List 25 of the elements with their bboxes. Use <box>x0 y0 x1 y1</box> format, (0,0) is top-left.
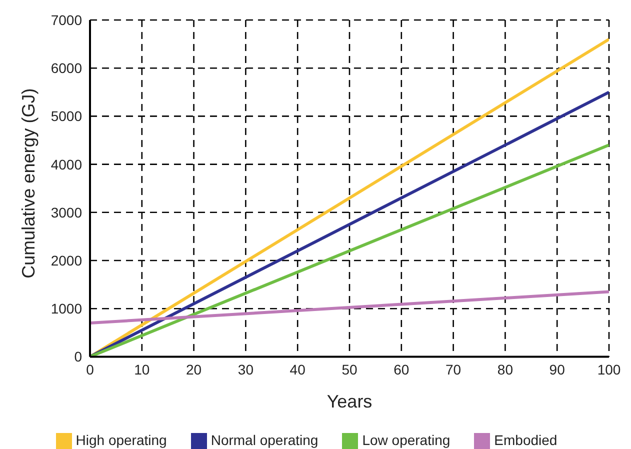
x-tick-label: 100 <box>597 362 621 378</box>
y-tick-label: 0 <box>74 348 82 365</box>
y-tick-label: 3000 <box>50 204 82 220</box>
x-tick-label: 50 <box>342 362 358 378</box>
x-tick-label: 10 <box>134 362 150 378</box>
y-tick-label: 1000 <box>50 300 82 317</box>
x-tick-label: 40 <box>290 362 306 378</box>
x-tick-label: 20 <box>186 362 202 378</box>
x-tick-label: 70 <box>446 362 462 378</box>
x-axis-title: Years <box>326 391 372 412</box>
x-tick-label: 90 <box>549 362 566 378</box>
legend-label: Normal operating <box>210 432 318 448</box>
legend-label: High operating <box>76 432 167 448</box>
y-tick-label: 5000 <box>50 108 82 124</box>
y-axis-title: Cumulative energy (GJ) <box>18 88 38 278</box>
x-tick-label: 60 <box>394 362 410 378</box>
y-tick-label: 2000 <box>50 252 82 268</box>
legend-label: Embodied <box>494 432 558 448</box>
y-tick-label: 6000 <box>50 60 82 76</box>
x-tick-label: 0 <box>86 362 94 378</box>
y-tick-label: 7000 <box>50 12 82 28</box>
x-tick-label: 80 <box>497 362 514 378</box>
x-tick-label: 30 <box>238 362 254 378</box>
y-tick-label: 4000 <box>50 156 82 172</box>
legend-label: Low operating <box>362 432 450 448</box>
